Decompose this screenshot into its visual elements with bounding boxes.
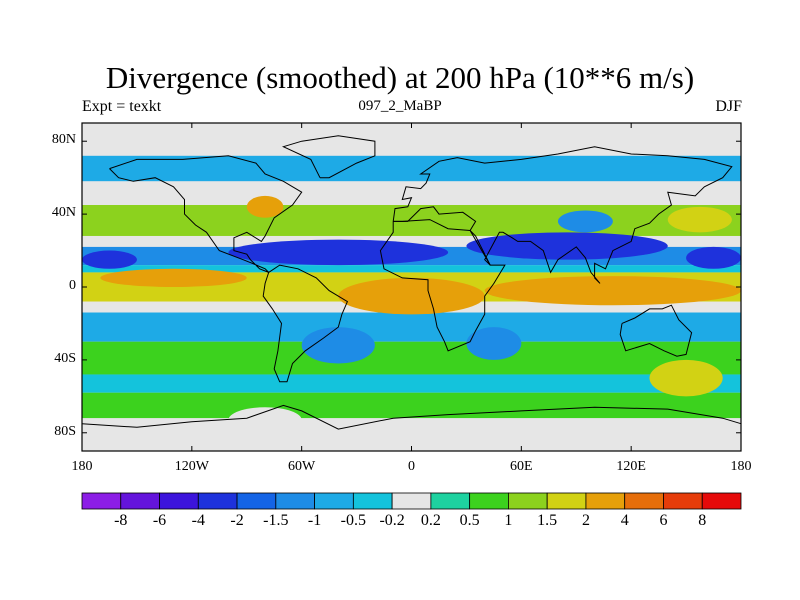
coastline [392,146,733,284]
x-tick-label: 180 [730,459,752,474]
coastline [379,219,506,352]
zonal-band [82,155,741,182]
coastline [619,304,693,357]
colorbar-label: -1 [307,512,322,529]
season-label: DJF [715,98,742,115]
colorbar-label: 2 [581,512,590,529]
colorbar-label: 8 [698,512,707,529]
contour-feature [484,276,741,306]
x-tick-label: 0 [408,459,415,474]
zonal-band [82,418,741,451]
colorbar-swatch [508,492,548,510]
zonal-band [82,181,741,205]
colorbar-label: -8 [114,512,128,529]
y-tick-label: 80N [51,132,76,148]
colorbar-swatch [469,492,509,510]
contour-feature [667,206,732,233]
coastlines [81,135,742,430]
colorbar-swatch [663,492,703,510]
zonal-band [82,312,741,342]
contour-feature [228,407,302,433]
coastline [262,264,349,383]
contour-field [82,123,742,451]
contour-feature [649,359,723,397]
colorbar-label: 0.2 [420,512,441,529]
y-tick-label: 40N [51,205,76,221]
colorbar-label: 6 [659,512,668,529]
chart-title: Divergence (smoothed) at 200 hPa (10**6 … [105,60,695,95]
colorbar-label: -4 [191,512,205,529]
colorbar-label: -6 [152,512,167,529]
colorbar-swatch [120,492,160,510]
colorbar-label: 0.5 [459,512,480,529]
colorbar-label: -0.5 [340,512,366,529]
colorbar-label: 1 [504,512,513,529]
colorbar-label: -0.2 [379,512,405,529]
contour-feature [557,210,613,233]
colorbar-swatch [197,492,238,510]
colorbar-swatch [585,492,626,510]
experiment-label: Expt = texkt [82,98,162,115]
contour-feature [246,195,284,218]
axis-ticks [81,123,742,451]
contour-feature [82,250,137,269]
colorbar-label: 1.5 [537,512,558,529]
contour-feature [301,327,375,364]
run-id-label: 097_2_MaBP [358,98,442,114]
colorbar-swatch [236,492,277,510]
colorbar-swatch [701,492,742,510]
colorbar-swatch [352,492,393,510]
colorbar-swatch [81,492,122,510]
x-tick-label: 180 [71,459,93,474]
colorbar-label: 4 [620,512,629,529]
coastline [81,404,742,430]
colorbar-swatch [159,492,199,510]
coastline [281,135,376,179]
colorbar [81,492,742,510]
y-tick-label: 80S [54,423,76,439]
colorbar-swatch [275,492,315,510]
contour-feature [100,268,247,287]
colorbar-swatch [391,492,432,510]
coastline [109,155,303,273]
zonal-band [82,265,741,273]
colorbar-swatch [430,492,471,510]
x-tick-label: 120W [174,459,209,474]
colorbar-label: -1.5 [263,512,289,529]
colorbar-swatch [624,492,664,510]
x-tick-label: 60E [510,459,533,474]
colorbar-swatch [314,492,354,510]
zonal-band [82,374,741,393]
zonal-band [82,235,741,247]
x-tick-label: 120E [616,459,646,474]
x-tick-label: 60W [288,459,316,474]
y-tick-label: 0 [69,278,76,293]
contour-feature [686,246,742,269]
y-tick-label: 40S [54,350,76,366]
zonal-band [82,341,741,375]
contour-feature [228,239,449,266]
colorbar-swatch [546,492,587,510]
contour-feature [338,277,485,315]
contour-feature [466,327,522,360]
colorbar-label: -2 [230,512,244,529]
contour-feature [466,232,668,260]
zonal-band [82,392,741,419]
zonal-band [82,123,741,156]
